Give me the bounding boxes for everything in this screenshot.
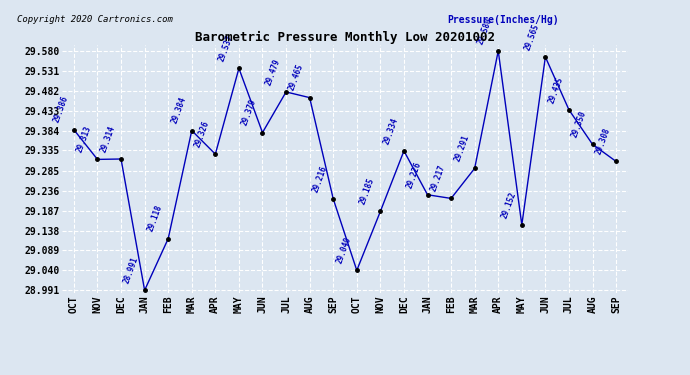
- Text: 29.216: 29.216: [311, 164, 329, 193]
- Text: 29.185: 29.185: [358, 177, 376, 206]
- Text: 29.384: 29.384: [170, 96, 188, 125]
- Text: 29.291: 29.291: [453, 134, 471, 163]
- Text: 29.379: 29.379: [240, 98, 258, 127]
- Text: 29.334: 29.334: [382, 116, 400, 146]
- Text: 29.537: 29.537: [217, 34, 235, 63]
- Text: 29.326: 29.326: [193, 119, 211, 148]
- Text: 29.308: 29.308: [594, 127, 612, 156]
- Text: 29.580: 29.580: [476, 16, 494, 45]
- Text: 29.217: 29.217: [429, 164, 447, 193]
- Text: 29.479: 29.479: [264, 57, 282, 86]
- Text: 29.565: 29.565: [523, 22, 541, 51]
- Text: Copyright 2020 Cartronics.com: Copyright 2020 Cartronics.com: [17, 15, 172, 24]
- Text: 29.350: 29.350: [571, 110, 589, 139]
- Text: 29.435: 29.435: [547, 75, 565, 104]
- Text: 29.040: 29.040: [335, 236, 353, 265]
- Text: Pressure(Inches/Hg): Pressure(Inches/Hg): [447, 15, 558, 25]
- Text: 29.314: 29.314: [99, 124, 117, 153]
- Title: Barometric Pressure Monthly Low 20201002: Barometric Pressure Monthly Low 20201002: [195, 31, 495, 44]
- Text: 29.313: 29.313: [75, 125, 93, 154]
- Text: 29.386: 29.386: [52, 95, 70, 124]
- Text: 29.465: 29.465: [288, 63, 306, 92]
- Text: 29.152: 29.152: [500, 190, 518, 219]
- Text: 28.991: 28.991: [123, 255, 141, 285]
- Text: 29.226: 29.226: [406, 160, 424, 189]
- Text: 29.118: 29.118: [146, 204, 164, 233]
